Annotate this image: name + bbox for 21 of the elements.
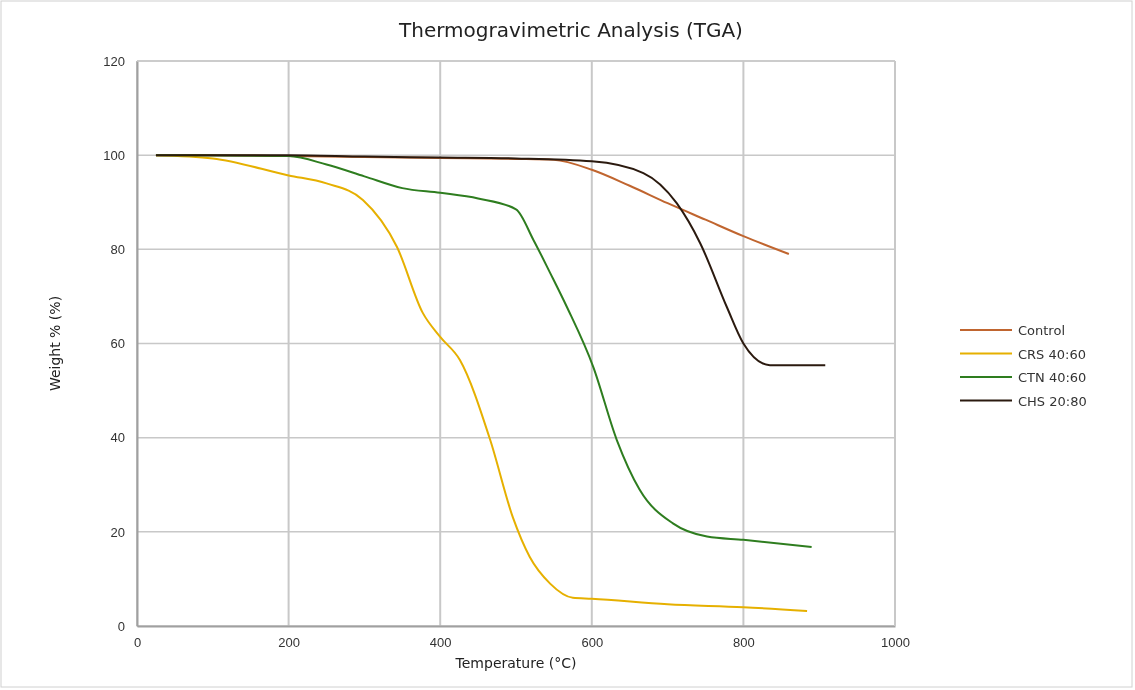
x-tick-label: 200 xyxy=(278,635,300,651)
x-tick-label: 600 xyxy=(581,635,604,651)
legend-label: CTN 40:60 xyxy=(1018,370,1087,385)
y-tick-label: 20 xyxy=(110,524,125,540)
y-tick-label: 80 xyxy=(110,241,125,257)
legend-label: Control xyxy=(1018,323,1065,338)
x-axis-title: Temperature (°C) xyxy=(454,655,577,671)
y-tick-label: 120 xyxy=(103,53,125,69)
y-tick-label: 60 xyxy=(110,336,125,352)
line-series xyxy=(154,154,827,367)
x-tick-label: 0 xyxy=(133,635,142,651)
chart-title: Thermogravimetric Analysis (TGA) xyxy=(398,18,743,42)
x-tick-label: 1000 xyxy=(881,635,910,651)
y-axis-title: Weight % (%) xyxy=(47,295,63,392)
legend-label: CHS 20:80 xyxy=(1018,393,1087,409)
x-tick-label: 800 xyxy=(733,635,755,651)
legend-label: CRS 40:60 xyxy=(1018,346,1086,362)
y-tick-label: 40 xyxy=(110,430,125,446)
y-tick-label: 0 xyxy=(117,618,125,634)
y-tick-label: 100 xyxy=(103,147,125,163)
x-tick-label: 400 xyxy=(429,635,452,651)
